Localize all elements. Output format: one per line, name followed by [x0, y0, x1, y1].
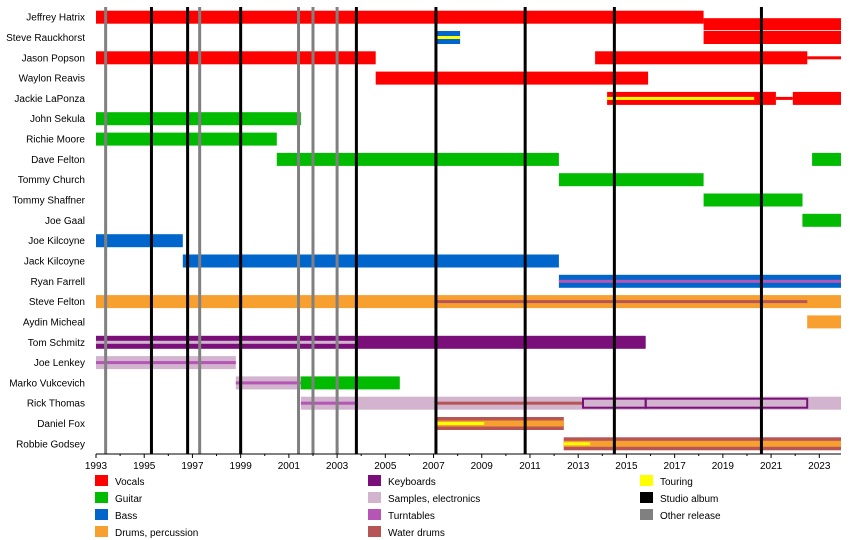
x-tick-label: 2013 [567, 461, 590, 472]
keyboards-legend-label: Keyboards [388, 477, 436, 488]
x-tick-label: 1997 [181, 461, 204, 472]
drums-legend-swatch [95, 526, 108, 537]
drums-legend-label: Drums, percussion [115, 528, 198, 539]
bar-touring-daniel-fox [436, 422, 485, 425]
member-label: Jack Kilcoyne [24, 257, 86, 268]
bar-vocals-jeffrey-hatrix [703, 18, 841, 31]
vocals-legend-label: Vocals [115, 477, 144, 488]
bar-touring-jackie-laponza [607, 96, 755, 100]
release-lines [104, 7, 763, 454]
member-label: Steve Felton [29, 297, 85, 308]
member-label: Tom Schmitz [28, 338, 85, 349]
bar-vocals-jason-popson [807, 56, 841, 60]
x-tick-label: 2003 [326, 461, 349, 472]
member-label: Waylon Reavis [19, 74, 85, 85]
member-label: Jason Popson [22, 53, 85, 64]
bar-vocals-jackie-laponza [775, 96, 793, 100]
x-tick-label: 2001 [278, 461, 301, 472]
member-label: Marko Vukcevich [9, 378, 85, 389]
member-label: Dave Felton [31, 155, 85, 166]
member-label: Rick Thomas [27, 399, 85, 410]
samples-legend-label: Samples, electronics [388, 494, 480, 505]
water_drums-legend-label: Water drums [388, 528, 445, 539]
bar-guitar-dave-felton [276, 152, 559, 166]
member-label: Joe Gaal [45, 216, 85, 227]
bar-drums-robbie-godsey [563, 440, 841, 447]
bar-guitar-tommy-church [558, 173, 704, 187]
bar-touring-steve-rauckhorst [436, 36, 461, 39]
x-tick-label: 2019 [712, 461, 735, 472]
bar-samples-tom-schmitz [96, 340, 357, 344]
x-tick-label: 1993 [85, 461, 108, 472]
member-label: Joe Kilcoyne [28, 236, 85, 247]
bar-turntables-ryan-farrell [558, 279, 841, 283]
bass-legend-swatch [95, 509, 108, 520]
member-label: Ryan Farrell [31, 277, 85, 288]
bass-legend-label: Bass [115, 511, 137, 522]
bar-water_drums-rick-thomas [436, 401, 584, 405]
member-label: Aydin Micheal [23, 317, 85, 328]
touring-legend-label: Touring [660, 477, 693, 488]
member-label: Daniel Fox [37, 419, 85, 430]
bar-turntables-rick-thomas [300, 401, 357, 405]
studio_album-legend-swatch [640, 492, 653, 503]
guitar-legend-swatch [95, 492, 108, 503]
x-axis: 1993 1995 1997 1999 2001 2003 2005 2007 2009 2011… [85, 453, 841, 472]
turntables-legend-swatch [368, 509, 381, 520]
member-bars [96, 10, 841, 451]
bar-bass-joe-kilcoyne [96, 234, 183, 248]
legend: Vocals Guitar Bass Drums, percussion Keyboar… [95, 475, 721, 539]
bar-turntables-marko-vukcevich [235, 381, 301, 385]
x-tick-label: 2011 [519, 461, 541, 472]
x-tick-label: 2023 [808, 461, 831, 472]
x-tick-label: 1999 [230, 461, 253, 472]
other_release-legend-swatch [640, 509, 653, 520]
x-tick-label: 1995 [133, 461, 156, 472]
bar-turntables-joe-lenkey [96, 361, 236, 365]
x-tick-label: 2005 [374, 461, 397, 472]
x-tick-label: 2017 [664, 461, 687, 472]
bar-vocals-waylon-reavis [375, 71, 649, 85]
studio_album-legend-label: Studio album [660, 494, 718, 505]
bar-vocals-jeffrey-hatrix [96, 10, 704, 24]
bar-guitar-dave-felton [812, 152, 841, 166]
bar-water_drums-steve-felton [436, 300, 808, 304]
bar-vocals-jason-popson [595, 51, 808, 65]
bar-guitar-joe-gaal [802, 213, 841, 227]
member-label: Tommy Church [18, 175, 85, 186]
member-label: Joe Lenkey [34, 358, 85, 369]
bar-keyboards-tom-schmitz [96, 335, 646, 349]
bar-vocals-jackie-laponza [792, 91, 841, 105]
member-label: Robbie Godsey [16, 439, 85, 450]
guitar-legend-label: Guitar [115, 494, 143, 505]
bar-drums-aydin-micheal [807, 315, 841, 329]
member-label: Steve Rauckhorst [6, 33, 85, 44]
member-label: Richie Moore [26, 135, 85, 146]
x-tick-label: 2021 [760, 461, 783, 472]
vocals-legend-swatch [95, 475, 108, 486]
water_drums-legend-swatch [368, 526, 381, 537]
samples-legend-swatch [368, 492, 381, 503]
member-label: John Sekula [30, 114, 85, 125]
bar-vocals-jason-popson [96, 51, 376, 65]
bar-drums-daniel-fox [436, 420, 564, 427]
other_release-legend-label: Other release [660, 511, 721, 522]
bar-guitar-marko-vukcevich [300, 376, 400, 390]
member-label: Tommy Shaffner [12, 196, 85, 207]
bar-vocals-steve-rauckhorst [703, 31, 841, 44]
bar-guitar-tommy-shaffner [703, 193, 803, 207]
bar-touring-robbie-godsey [563, 442, 591, 446]
member-label: Jackie LaPonza [14, 94, 85, 105]
member-labels: Jeffrey Hatrix Steve Rauckhorst Jason Pops… [6, 13, 86, 451]
turntables-legend-label: Turntables [388, 511, 435, 522]
x-tick-label: 2009 [471, 461, 494, 472]
bar-bass-jack-kilcoyne [182, 254, 559, 268]
keyboards-legend-swatch [368, 475, 381, 486]
x-tick-label: 2007 [422, 461, 445, 472]
bar-keyboards-rick-thomas [644, 397, 809, 409]
touring-legend-swatch [640, 475, 653, 486]
member-label: Jeffrey Hatrix [26, 13, 85, 24]
x-tick-label: 2015 [615, 461, 638, 472]
